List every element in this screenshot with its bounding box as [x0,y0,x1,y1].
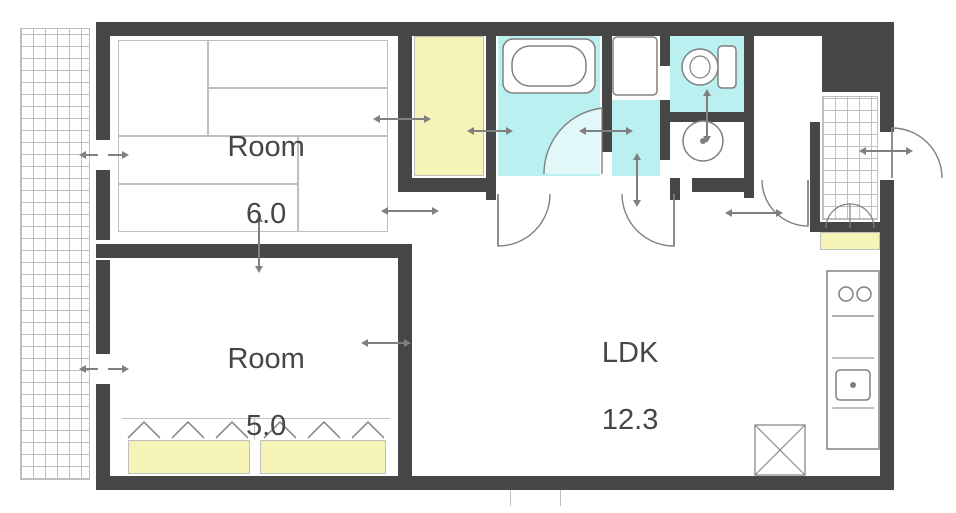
wall-col-a [398,22,412,192]
kitchen-counter-icon [826,270,880,450]
arrow-icon [368,342,404,344]
wall-left-lower [96,384,110,490]
toilet-icon [680,40,738,94]
door-entry-icon [758,176,816,230]
window-left-1 [98,140,108,170]
wall-bath-l [486,22,496,182]
tick [510,490,511,506]
balcony [20,28,90,480]
tick [560,490,561,506]
arrow-icon [380,118,424,120]
room5-name: Room [227,343,304,375]
floor-panel-icon [754,424,806,476]
wall-bottom [96,476,894,490]
wall-toilet-r [744,22,754,198]
room6-label: Room 6.0 [170,98,330,265]
arrow-icon [586,130,626,132]
wall-h-bathrow [398,178,494,192]
door-bath-icon [540,96,610,176]
arrow-icon [474,130,506,132]
ldk-label: LDK 12.3 [534,304,694,471]
ldk-size: 12.3 [602,404,658,436]
door-closet-entry-icon [824,186,878,230]
door-front-icon [888,124,946,184]
wall-left-mid1 [96,170,110,240]
wall-h-bathrow2 [692,178,744,192]
wall-left-mid2 [96,260,110,354]
washbasin-icon [612,36,658,96]
room5-label: Room 5.0 [170,310,330,477]
arrow-icon [388,210,432,212]
room5-size: 5.0 [246,410,286,442]
ldk-name: LDK [602,337,658,369]
tatami-2 [208,40,388,88]
window-left-2 [98,354,108,384]
door-ldk-1-icon [496,192,560,248]
wall-col-a2 [398,244,412,490]
wall-toilet-l [660,22,670,66]
arrow-icon [732,212,776,214]
closet-mid [414,36,484,176]
closet-entry [820,232,880,250]
room6-size: 6.0 [246,198,286,230]
door-ldk-2-icon [620,192,684,248]
wall-stub-1 [486,178,496,200]
arrow-icon [636,160,638,200]
pillar-genkan [822,30,884,92]
arrow-icon [706,96,708,136]
bathtub-icon [502,38,596,94]
wall-left-upper [96,22,110,140]
arrow-icon [866,150,906,152]
room6-name: Room [227,131,304,163]
wall-lav-r [660,100,670,160]
